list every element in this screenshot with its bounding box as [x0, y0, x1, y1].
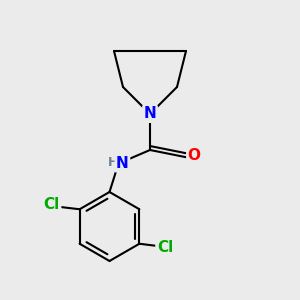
Text: N: N — [116, 156, 129, 171]
Text: O: O — [188, 148, 201, 164]
Text: Cl: Cl — [44, 197, 60, 212]
Text: N: N — [144, 106, 156, 122]
Text: H: H — [108, 155, 118, 169]
Text: Cl: Cl — [157, 240, 173, 255]
